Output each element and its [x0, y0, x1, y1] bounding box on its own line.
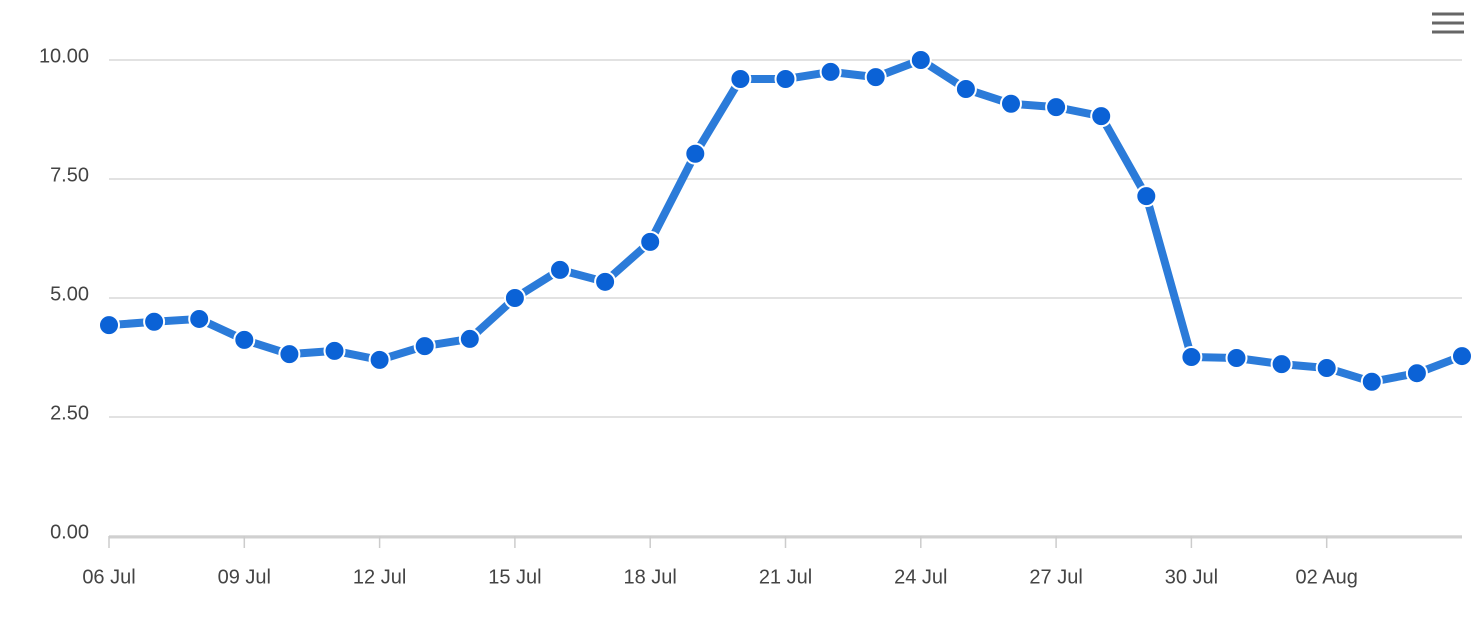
- data-point: [684, 142, 707, 165]
- data-point: [143, 310, 166, 333]
- data-point: [503, 287, 526, 309]
- data-point: [368, 348, 391, 371]
- data-point: [1360, 370, 1383, 393]
- y-tick-label: 7.50: [50, 164, 89, 186]
- x-tick-label: 18 Jul: [624, 566, 677, 588]
- x-tick-label: 21 Jul: [759, 566, 812, 588]
- data-point: [729, 68, 752, 91]
- data-point: [1090, 105, 1113, 128]
- y-tick-label: 0.00: [50, 521, 89, 543]
- data-point: [1315, 356, 1338, 379]
- data-point: [188, 307, 211, 330]
- data-point: [819, 60, 842, 83]
- data-point: [1045, 96, 1068, 119]
- data-point: [909, 49, 932, 71]
- data-point: [639, 230, 662, 253]
- data-point: [1405, 362, 1428, 385]
- series-line: [105, 56, 1466, 386]
- data-point: [864, 66, 887, 89]
- x-tick-label: 30 Jul: [1165, 566, 1218, 588]
- x-tick-label: 02 Aug: [1296, 566, 1358, 588]
- data-point: [413, 335, 436, 358]
- data-point: [549, 258, 571, 281]
- data-point: [1135, 185, 1158, 208]
- data-point: [774, 68, 797, 91]
- x-tick-label: 15 Jul: [488, 566, 541, 588]
- data-point: [98, 314, 120, 337]
- x-tick-label: 27 Jul: [1029, 566, 1082, 588]
- menu-button[interactable]: [1428, 8, 1468, 40]
- data-point: [458, 327, 481, 350]
- data-point: [1225, 346, 1248, 369]
- x-tick-label: 24 Jul: [894, 566, 947, 588]
- x-tick-label: 12 Jul: [353, 566, 406, 588]
- data-point: [1180, 346, 1203, 369]
- x-tick-label: 09 Jul: [218, 566, 271, 588]
- data-point: [278, 343, 301, 366]
- y-tick-label: 2.50: [50, 402, 89, 424]
- data-point: [233, 328, 256, 351]
- x-tick-label: 06 Jul: [82, 566, 135, 588]
- data-point: [1270, 353, 1293, 376]
- data-point: [1000, 92, 1022, 115]
- data-point: [594, 270, 617, 293]
- data-point: [954, 78, 977, 101]
- data-point: [323, 339, 346, 362]
- data-point: [1451, 345, 1473, 368]
- y-tick-label: 10.00: [39, 45, 89, 67]
- y-tick-label: 5.00: [50, 283, 89, 305]
